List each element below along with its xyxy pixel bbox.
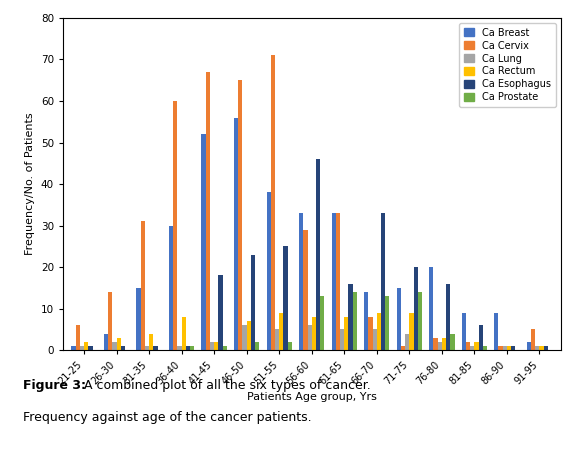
Bar	[214, 342, 219, 350]
Bar	[466, 342, 470, 350]
Bar	[543, 346, 548, 350]
Bar	[247, 321, 251, 350]
Text: Figure 3:: Figure 3:	[23, 379, 86, 392]
Bar	[255, 342, 259, 350]
Bar	[414, 267, 418, 350]
Bar	[539, 346, 543, 350]
Bar	[503, 346, 507, 350]
Bar	[303, 230, 308, 350]
Bar	[84, 342, 88, 350]
Bar	[279, 313, 284, 350]
Bar	[173, 101, 177, 350]
Bar	[169, 225, 173, 350]
Bar	[381, 213, 386, 350]
Bar	[153, 346, 157, 350]
Bar	[320, 296, 324, 350]
Bar	[483, 346, 487, 350]
Bar	[288, 342, 292, 350]
Bar	[251, 255, 255, 350]
Legend: Ca Breast, Ca Cervix, Ca Lung, Ca Rectum, Ca Esophagus, Ca Prostate: Ca Breast, Ca Cervix, Ca Lung, Ca Rectum…	[459, 23, 556, 107]
Bar	[117, 338, 121, 350]
Bar	[340, 330, 344, 350]
Bar	[104, 334, 108, 350]
Bar	[149, 334, 153, 350]
Bar	[108, 292, 112, 350]
Bar	[112, 342, 117, 350]
Bar	[72, 346, 76, 350]
Bar	[336, 213, 340, 350]
Bar	[243, 325, 247, 350]
Bar	[312, 317, 316, 350]
Bar	[141, 221, 145, 350]
Bar	[344, 317, 348, 350]
Bar	[418, 292, 422, 350]
Bar	[137, 288, 141, 350]
Y-axis label: Frequency/No. of Patients: Frequency/No. of Patients	[25, 113, 35, 255]
Text: A combined plot of all the six types of cancer.: A combined plot of all the six types of …	[76, 379, 370, 392]
Bar	[446, 284, 450, 350]
Bar	[386, 296, 390, 350]
Bar	[190, 346, 194, 350]
Bar	[76, 325, 80, 350]
Bar	[470, 346, 474, 350]
Bar	[299, 213, 303, 350]
Bar	[410, 313, 414, 350]
Bar	[206, 72, 210, 350]
Bar	[462, 313, 466, 350]
Bar	[450, 334, 455, 350]
Bar	[372, 330, 377, 350]
Bar	[364, 292, 368, 350]
Bar	[535, 346, 539, 350]
Bar	[186, 346, 190, 350]
Bar	[377, 313, 381, 350]
Bar	[474, 342, 479, 350]
Bar	[348, 284, 353, 350]
X-axis label: Patients Age group, Yrs: Patients Age group, Yrs	[247, 392, 377, 402]
Bar	[80, 346, 84, 350]
Bar	[145, 346, 149, 350]
Bar	[438, 342, 442, 350]
Bar	[219, 276, 223, 350]
Bar	[88, 346, 93, 350]
Bar	[498, 346, 503, 350]
Bar	[271, 55, 275, 350]
Bar	[177, 346, 182, 350]
Bar	[275, 330, 279, 350]
Bar	[316, 159, 320, 350]
Bar	[121, 346, 125, 350]
Bar	[308, 325, 312, 350]
Bar	[511, 346, 515, 350]
Bar	[234, 118, 238, 350]
Bar	[527, 342, 531, 350]
Bar	[479, 325, 483, 350]
Bar	[238, 80, 243, 350]
Bar	[182, 317, 186, 350]
Bar	[332, 213, 336, 350]
Bar	[201, 134, 206, 350]
Bar	[284, 247, 288, 350]
Bar	[531, 330, 535, 350]
Bar	[396, 288, 401, 350]
Bar	[223, 346, 227, 350]
Bar	[442, 338, 446, 350]
Bar	[494, 313, 498, 350]
Bar	[210, 342, 214, 350]
Bar	[405, 334, 410, 350]
Bar	[401, 346, 405, 350]
Bar	[368, 317, 372, 350]
Bar	[507, 346, 511, 350]
Bar	[353, 292, 357, 350]
Bar	[267, 192, 271, 350]
Text: Frequency against age of the cancer patients.: Frequency against age of the cancer pati…	[23, 411, 312, 424]
Bar	[429, 267, 434, 350]
Bar	[434, 338, 438, 350]
